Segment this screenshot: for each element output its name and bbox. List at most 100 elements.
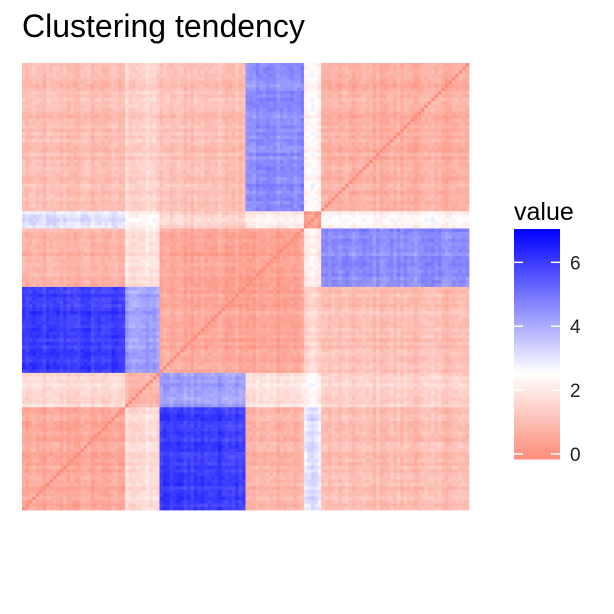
heatmap-cell [32, 482, 37, 487]
heatmap-cell [152, 454, 157, 459]
heatmap-cell [352, 458, 356, 463]
heatmap-cell [424, 458, 429, 463]
heatmap-cell [211, 499, 215, 504]
heatmap-cell [355, 410, 360, 415]
heatmap-cell [135, 406, 140, 411]
heatmap-cell [441, 485, 446, 490]
heatmap-cell [207, 485, 212, 490]
heatmap-cell [49, 393, 54, 397]
heatmap-cell [458, 379, 463, 384]
heatmap-cell [193, 399, 198, 404]
heatmap-cell [118, 475, 123, 480]
heatmap-cell [441, 427, 446, 432]
heatmap-cell [111, 434, 116, 439]
heatmap-cell [255, 434, 260, 439]
heatmap-cell [73, 458, 78, 463]
heatmap-cell [52, 503, 57, 507]
heatmap-cell [441, 396, 446, 401]
heatmap-cell [427, 496, 432, 501]
heatmap-cell [187, 489, 191, 494]
heatmap-cell [231, 503, 236, 507]
heatmap-cell [341, 475, 346, 480]
heatmap-cell [314, 503, 319, 507]
heatmap-cell [132, 506, 136, 511]
heatmap-cell [114, 482, 119, 487]
heatmap-cell [434, 386, 439, 391]
heatmap-cell [448, 451, 453, 456]
heatmap-cell [286, 472, 291, 477]
heatmap-cell [107, 461, 112, 466]
heatmap-cell [328, 441, 332, 446]
heatmap-cell [303, 434, 308, 439]
heatmap-cell [190, 451, 195, 456]
heatmap-cell [149, 413, 154, 418]
heatmap-cell [28, 492, 33, 497]
heatmap-cell [145, 454, 150, 459]
heatmap-cell [286, 434, 291, 439]
heatmap-cell [379, 461, 384, 466]
heatmap-cell [328, 386, 332, 391]
heatmap-cell [187, 485, 191, 490]
heatmap-cell [248, 389, 253, 394]
heatmap-cell [114, 393, 119, 397]
heatmap-cell [451, 492, 456, 497]
heatmap-cell [197, 396, 202, 401]
heatmap-cell [66, 441, 71, 446]
heatmap-cell [348, 417, 353, 421]
heatmap-cell [128, 485, 133, 490]
heatmap-cell [217, 430, 222, 435]
heatmap-cell [228, 492, 233, 497]
heatmap-cell [101, 499, 105, 504]
heatmap-cell [400, 386, 405, 391]
heatmap-cell [462, 406, 466, 411]
heatmap-cell [39, 393, 44, 397]
heatmap-cell [400, 430, 405, 435]
heatmap-cell [317, 482, 322, 487]
heatmap-cell [403, 393, 408, 397]
heatmap-cell [83, 382, 88, 387]
heatmap-cell [420, 489, 425, 494]
heatmap-cell [114, 437, 119, 442]
heatmap-cell [228, 389, 233, 394]
heatmap-cell [217, 503, 222, 507]
heatmap-cell [331, 441, 336, 446]
heatmap-cell [273, 499, 277, 504]
heatmap-cell [300, 448, 305, 452]
heatmap-cell [328, 406, 332, 411]
heatmap-cell [207, 454, 212, 459]
heatmap-cell [252, 396, 257, 401]
heatmap-cell [128, 475, 133, 480]
heatmap-cell [235, 437, 240, 442]
heatmap-cell [173, 506, 178, 511]
heatmap-cell [197, 468, 202, 473]
heatmap-cell [345, 393, 350, 397]
heatmap-cell [128, 406, 133, 411]
heatmap-cell [269, 468, 274, 473]
heatmap-cell [396, 496, 401, 501]
heatmap-cell [372, 503, 377, 507]
heatmap-cell [266, 393, 270, 397]
heatmap-cell [70, 399, 74, 404]
heatmap-cell [97, 506, 102, 511]
heatmap-cell [293, 403, 298, 408]
heatmap-cell [262, 437, 267, 442]
heatmap-cell [25, 496, 30, 501]
heatmap-cell [427, 444, 432, 449]
heatmap-cell [273, 379, 277, 384]
heatmap-cell [173, 441, 178, 446]
heatmap-cell [228, 379, 233, 384]
heatmap-cell [190, 472, 195, 477]
heatmap-cell [101, 451, 105, 456]
heatmap-cell [314, 444, 319, 449]
heatmap-cell [420, 468, 425, 473]
heatmap-cell [204, 492, 209, 497]
heatmap-cell [276, 382, 281, 387]
heatmap-cell [252, 451, 257, 456]
heatmap-cell [269, 382, 274, 387]
heatmap-cell [345, 413, 350, 418]
heatmap-cell [290, 489, 295, 494]
heatmap-cell [379, 393, 384, 397]
heatmap-cell [372, 441, 377, 446]
heatmap-cell [407, 475, 411, 480]
heatmap-cell [42, 375, 47, 380]
